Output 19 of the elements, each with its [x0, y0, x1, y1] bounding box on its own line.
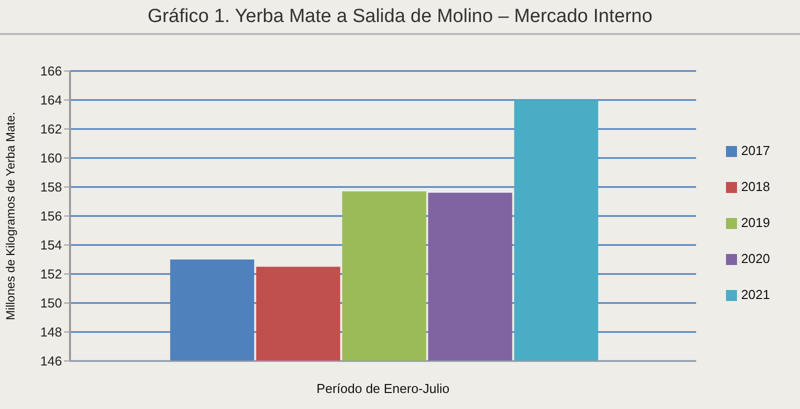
y-tick-label: 152 — [40, 266, 62, 282]
y-tick-label: 164 — [40, 92, 62, 108]
y-tick-label: 146 — [40, 354, 62, 369]
legend-label: 2018 — [741, 178, 770, 194]
y-tick-label: 156 — [40, 208, 62, 224]
legend-label: 2021 — [741, 286, 770, 302]
chart-title: Gráfico 1. Yerba Mate a Salida de Molino – Mercado Interno — [148, 6, 652, 28]
legend-label: 2020 — [741, 250, 770, 266]
legend-label: 2019 — [741, 214, 770, 230]
y-tick-label: 150 — [40, 296, 62, 311]
y-tick-label: 158 — [40, 180, 62, 195]
x-axis-title: Período de Enero-Julio — [316, 381, 450, 396]
y-tick-label: 154 — [40, 238, 62, 253]
y-tick-label: 166 — [40, 64, 62, 79]
legend-label: 2017 — [741, 142, 770, 158]
y-tick-label: 148 — [40, 324, 62, 340]
y-tick-label: 162 — [40, 122, 62, 137]
y-tick-label: 160 — [40, 150, 62, 166]
y-axis-title: Millones de Kilogramos de Yerba Mate. — [3, 112, 18, 320]
